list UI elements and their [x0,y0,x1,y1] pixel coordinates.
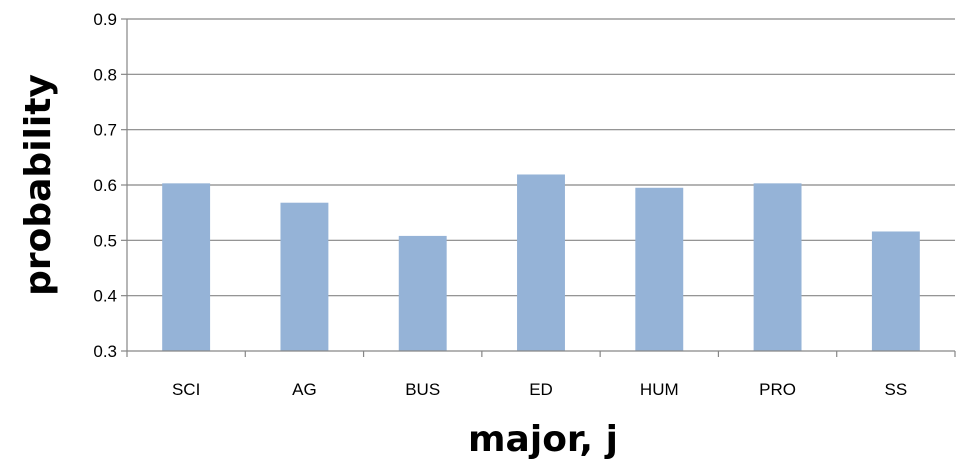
x-tick-label: SS [885,380,908,399]
y-tick-label: 0.7 [93,121,117,140]
x-tick-labels: SCI AG BUS ED HUM PRO SS [172,380,907,399]
y-tick-label: 0.4 [93,287,117,306]
x-tick-label: BUS [405,380,440,399]
bar-ed [517,174,565,351]
bar-pro [753,183,802,351]
y-tick-label: 0.5 [93,231,117,250]
y-tick-label: 0.6 [93,176,117,195]
bar-ss [871,231,920,351]
x-tick-label: AG [292,380,317,399]
bar-ag [280,202,329,351]
y-tick-labels: 0.3 0.4 0.5 0.6 0.7 0.8 0.9 [93,10,117,361]
y-tick-label: 0.8 [93,65,117,84]
x-tick-label: SCI [172,380,200,399]
x-axis-title: major, j [468,419,618,460]
bars [162,174,920,351]
bar-sci [162,183,211,351]
axes [126,19,956,357]
x-tick-label: HUM [640,380,679,399]
x-tick-label: PRO [759,380,796,399]
x-tick-label: ED [529,380,553,399]
y-axis-title: probability [18,74,59,296]
bar-hum [635,187,684,351]
y-tick-label: 0.3 [93,342,117,361]
y-tick-label: 0.9 [93,10,117,29]
bar-bus [398,235,447,351]
